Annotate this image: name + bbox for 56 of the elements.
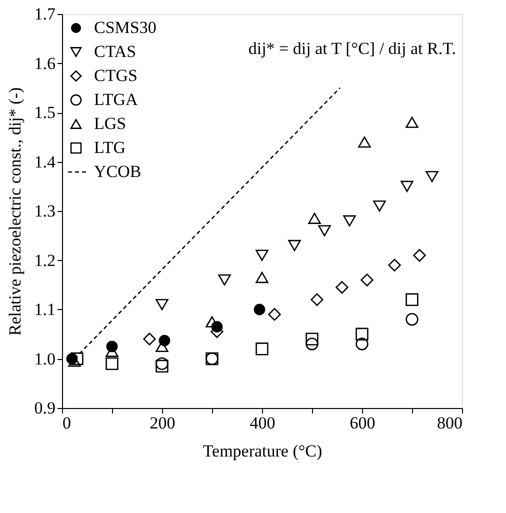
point (373, 200, 386, 212)
y-tick-label: 1.7 (34, 4, 56, 24)
point (308, 212, 321, 224)
point (426, 170, 438, 182)
point (356, 338, 368, 350)
legend-label: LTGA (94, 90, 138, 109)
point (106, 357, 118, 370)
point (360, 274, 374, 286)
legend-label: YCOB (94, 162, 142, 181)
x-tick-label: 600 (350, 414, 376, 432)
point (310, 293, 324, 306)
point (306, 332, 318, 346)
point (156, 360, 168, 372)
y-axis-title: Relative piezoelectric const., dij* (-) (5, 87, 24, 336)
point (406, 116, 418, 128)
y-tick-label: 1.0 (34, 349, 56, 368)
point (70, 352, 84, 366)
y-tick-label: 1.5 (34, 103, 56, 122)
point (336, 280, 348, 294)
point (388, 258, 401, 272)
point (413, 248, 426, 262)
x-axis-title: Temperature (°C) (202, 442, 322, 460)
legend-label: LTG (94, 138, 126, 157)
y-tick-label: 1.4 (34, 152, 56, 172)
point (256, 272, 268, 284)
point (318, 225, 331, 236)
y-tick-label: 1.1 (34, 300, 56, 319)
point (288, 240, 301, 252)
legend-label: CSMS30 (94, 18, 156, 37)
point (306, 338, 318, 350)
point (143, 332, 156, 346)
point (218, 274, 231, 286)
point (356, 328, 368, 340)
x-tick-label: 400 (250, 414, 276, 432)
point (156, 357, 168, 370)
point (256, 342, 268, 356)
legend-label: CTAS (94, 42, 136, 61)
point (358, 136, 371, 148)
point (254, 304, 266, 316)
legend-label: CTGS (94, 66, 138, 85)
annotation: dij* = dij at T [°C] / dij at R.T. (248, 39, 456, 58)
y-tick-label: 1.2 (34, 250, 56, 270)
point (156, 298, 168, 310)
y-tick-label: 0.9 (34, 398, 56, 418)
point (268, 308, 281, 321)
y-tick-label: 1.3 (34, 202, 56, 220)
x-tick-label: 0 (62, 414, 71, 432)
legend-label: LGS (94, 114, 126, 133)
x-tick-label: 800 (437, 414, 462, 432)
point (256, 250, 268, 261)
point (406, 313, 418, 326)
x-tick-label: 200 (150, 414, 176, 432)
point (400, 180, 414, 192)
point (343, 215, 356, 226)
point (406, 293, 418, 306)
y-tick-label: 1.6 (34, 54, 56, 73)
